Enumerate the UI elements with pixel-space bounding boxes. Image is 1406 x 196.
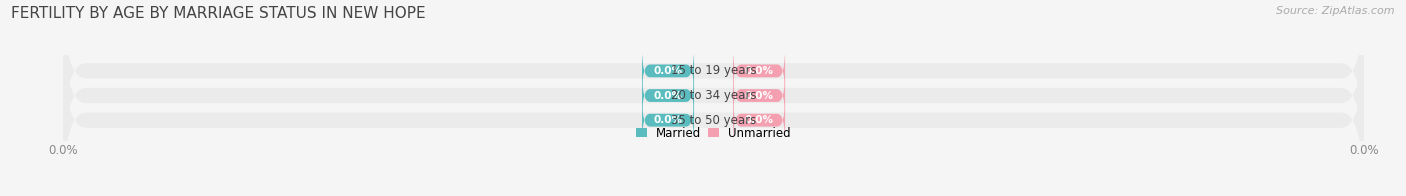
Text: 0.0%: 0.0% <box>745 115 773 125</box>
FancyBboxPatch shape <box>733 48 785 94</box>
Text: 20 to 34 years: 20 to 34 years <box>671 89 756 102</box>
FancyBboxPatch shape <box>63 42 1364 196</box>
FancyBboxPatch shape <box>733 97 785 143</box>
FancyBboxPatch shape <box>643 72 695 119</box>
Text: 0.0%: 0.0% <box>745 91 773 101</box>
Text: 0.0%: 0.0% <box>654 66 682 76</box>
Text: 15 to 19 years: 15 to 19 years <box>671 64 756 77</box>
FancyBboxPatch shape <box>643 48 695 94</box>
Legend: Married, Unmarried: Married, Unmarried <box>636 127 792 140</box>
Text: 35 to 50 years: 35 to 50 years <box>671 114 756 127</box>
FancyBboxPatch shape <box>63 0 1364 150</box>
FancyBboxPatch shape <box>643 97 695 143</box>
Text: 0.0%: 0.0% <box>654 91 682 101</box>
FancyBboxPatch shape <box>63 17 1364 174</box>
Text: 0.0%: 0.0% <box>745 66 773 76</box>
FancyBboxPatch shape <box>733 72 785 119</box>
Text: 0.0%: 0.0% <box>654 115 682 125</box>
Text: Source: ZipAtlas.com: Source: ZipAtlas.com <box>1277 6 1395 16</box>
Text: FERTILITY BY AGE BY MARRIAGE STATUS IN NEW HOPE: FERTILITY BY AGE BY MARRIAGE STATUS IN N… <box>11 6 426 21</box>
